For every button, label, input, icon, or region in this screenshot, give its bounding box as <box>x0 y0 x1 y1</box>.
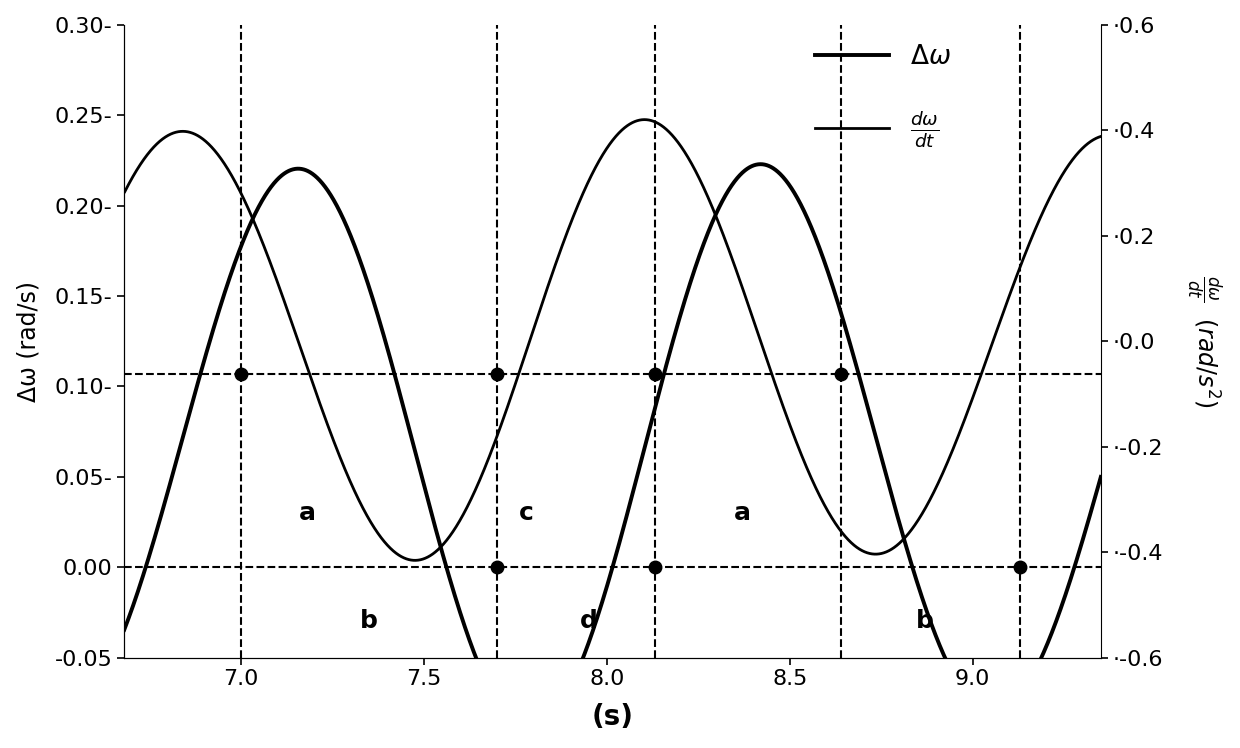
Text: a: a <box>734 501 751 525</box>
Y-axis label: Δω (rad/s): Δω (rad/s) <box>16 280 41 402</box>
Text: d: d <box>580 610 598 634</box>
Text: b: b <box>361 610 378 634</box>
Y-axis label: $\frac{d\omega}{dt}$  $(rad/s^2)$: $\frac{d\omega}{dt}$ $(rad/s^2)$ <box>1184 275 1224 408</box>
Text: b: b <box>916 610 934 634</box>
X-axis label: (s): (s) <box>591 703 634 732</box>
Legend: $\Delta\omega$, $\frac{d\omega}{dt}$: $\Delta\omega$, $\frac{d\omega}{dt}$ <box>815 44 951 150</box>
Text: a: a <box>299 501 316 525</box>
Text: c: c <box>520 501 534 525</box>
